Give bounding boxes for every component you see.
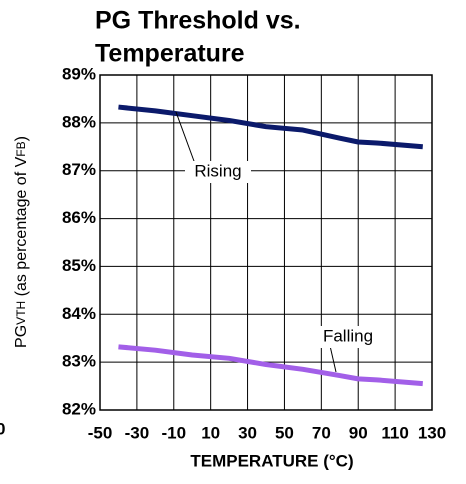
chart-title: PG Threshold vs. bbox=[95, 7, 301, 35]
x-tick-label: -10 bbox=[161, 423, 186, 442]
y-tick-label: 87% bbox=[62, 160, 96, 179]
y-tick-label: 85% bbox=[62, 256, 96, 275]
y-tick-label: 86% bbox=[62, 208, 96, 227]
x-tick-label: -50 bbox=[88, 423, 113, 442]
series-line bbox=[118, 104, 423, 150]
y-tick-label: 88% bbox=[62, 112, 96, 131]
chart-title: Temperature bbox=[95, 40, 245, 68]
y-tick-label: 82% bbox=[62, 399, 96, 418]
series-line bbox=[118, 344, 423, 387]
x-tick-label: 90 bbox=[349, 423, 368, 442]
x-tick-label: 110 bbox=[381, 423, 408, 442]
y-tick-label: 83% bbox=[62, 352, 96, 371]
series-label: Rising bbox=[194, 161, 241, 180]
x-tick-label: 30 bbox=[238, 423, 257, 442]
y-tick-label: 84% bbox=[62, 304, 96, 323]
x-tick-label: 130 bbox=[418, 423, 446, 442]
y-tick-label: 89% bbox=[62, 64, 96, 83]
label-bg bbox=[185, 161, 251, 183]
x-tick-label: 50 bbox=[275, 423, 294, 442]
plot-frame bbox=[99, 74, 433, 411]
y-axis-label: PGVTH (as percentage of VFB) bbox=[13, 136, 30, 348]
edge-text: 0 bbox=[0, 419, 5, 438]
x-tick-label: 70 bbox=[312, 423, 331, 442]
x-tick-label: -30 bbox=[125, 423, 150, 442]
x-tick-label: 10 bbox=[201, 423, 220, 442]
series-label: Falling bbox=[323, 326, 373, 345]
label-bg bbox=[315, 326, 381, 348]
x-axis-label: TEMPERATURE (°C) bbox=[190, 451, 353, 470]
